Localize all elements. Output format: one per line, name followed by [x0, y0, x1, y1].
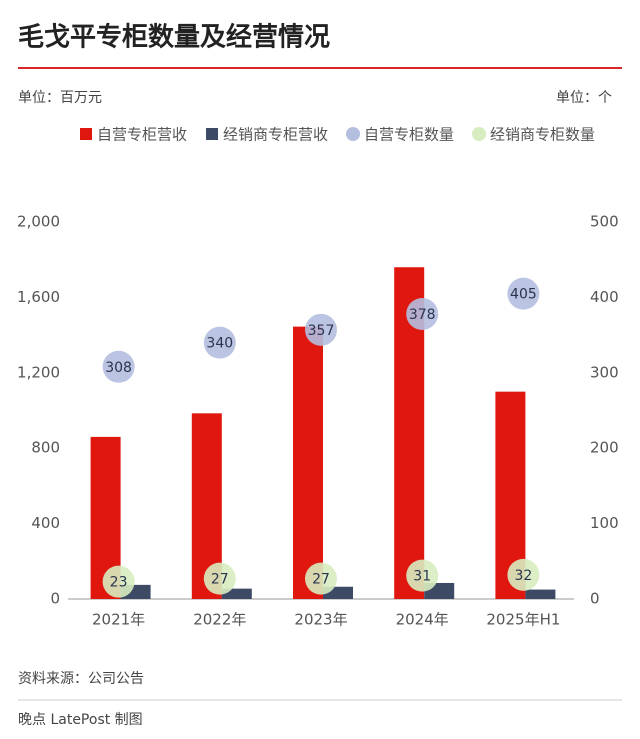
y2-tick-label: 0	[590, 590, 600, 608]
legend-label: 自营专柜数量	[364, 126, 454, 144]
chart-title: 毛戈平专柜数量及经营情况	[18, 22, 330, 53]
legend-swatch	[346, 127, 361, 141]
x-tick-label: 2025年H1	[486, 611, 560, 629]
bar	[525, 589, 556, 599]
bar	[293, 326, 323, 599]
data-label: 357	[308, 323, 335, 339]
y-tick-label: 800	[31, 439, 60, 457]
data-label: 23	[110, 575, 128, 591]
bubble	[203, 326, 236, 359]
legend-label: 自营专柜营收	[97, 126, 187, 144]
legend-swatch	[206, 128, 219, 140]
bar	[221, 588, 252, 599]
credit: 晚点 LatePost 制图	[18, 712, 143, 728]
data-label: 32	[514, 568, 532, 584]
y2-tick-label: 200	[590, 439, 619, 457]
bubble	[507, 277, 540, 310]
data-label: 27	[312, 572, 330, 588]
x-tick-label: 2023年	[294, 611, 347, 629]
bubble	[102, 350, 135, 383]
y-tick-label: 1,600	[17, 288, 60, 306]
x-tick-label: 2021年	[92, 611, 145, 629]
bubble	[305, 313, 337, 346]
y2-tick-label: 500	[590, 213, 619, 231]
y-tick-label: 400	[31, 514, 60, 532]
x-tick-label: 2024年	[396, 611, 449, 629]
y2-tick-label: 400	[590, 288, 619, 306]
legend-swatch	[80, 128, 92, 140]
legend-label: 经销商专柜数量	[490, 126, 595, 144]
y-tick-label: 0	[50, 590, 60, 608]
y-tick-label: 2,000	[17, 213, 60, 231]
y2-tick-label: 300	[590, 363, 619, 381]
y2-unit: 单位：个	[556, 90, 612, 106]
bubble	[102, 565, 135, 598]
legend-label: 经销商专柜营收	[223, 126, 328, 144]
y-tick-label: 1,200	[17, 363, 60, 381]
bubble	[203, 562, 236, 595]
legend-swatch	[472, 127, 487, 141]
source: 资料来源：公司公告	[18, 671, 144, 687]
bubble	[507, 558, 540, 591]
bubble	[406, 297, 439, 330]
data-label: 340	[206, 336, 233, 352]
data-label: 405	[510, 287, 537, 303]
data-label: 27	[211, 572, 229, 588]
bubble	[305, 562, 337, 595]
bubble	[406, 559, 439, 592]
x-tick-label: 2022年	[193, 611, 246, 629]
data-label: 31	[413, 569, 431, 585]
data-label: 308	[105, 360, 132, 376]
data-label: 378	[409, 307, 436, 323]
y-unit: 单位：百万元	[18, 90, 102, 106]
y2-tick-label: 100	[590, 514, 619, 532]
